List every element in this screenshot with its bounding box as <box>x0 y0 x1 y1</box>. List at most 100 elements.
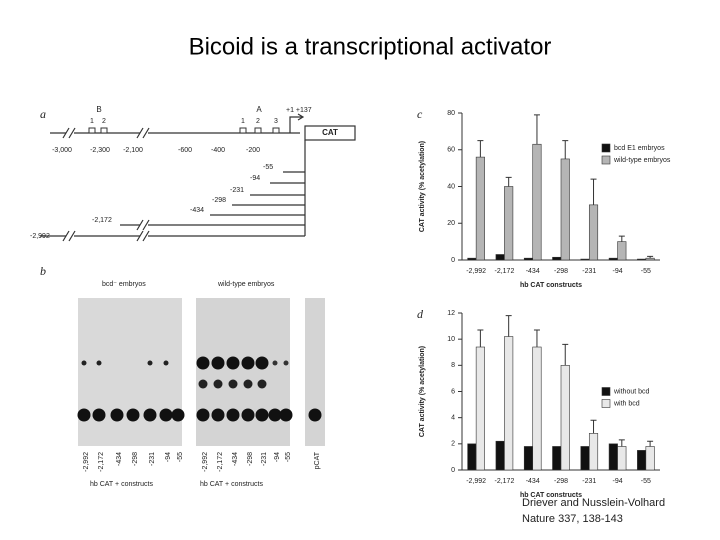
legend-swatch <box>601 155 611 165</box>
y-tick-label: 12 <box>447 310 455 317</box>
gel-spot <box>257 379 267 389</box>
bar <box>645 257 655 261</box>
scale-label: -200 <box>246 147 260 154</box>
gel-spot <box>241 408 255 422</box>
x-tick-label: -2,992 <box>466 478 486 485</box>
y-tick-label: 10 <box>447 336 455 343</box>
bar <box>467 443 477 471</box>
bar <box>532 143 542 261</box>
lane-label: -55 <box>285 452 292 462</box>
lane-label: -94 <box>165 452 172 462</box>
group-label: wild-type embryos <box>217 281 275 288</box>
bar <box>637 450 647 471</box>
x-tick-label: -298 <box>554 268 568 275</box>
gel-spot <box>308 408 322 422</box>
lane-label: -231 <box>149 452 156 466</box>
lane-label: -2,172 <box>98 452 105 472</box>
gel-spot <box>81 360 87 366</box>
bar <box>504 336 514 471</box>
y-tick-label: 80 <box>447 110 455 117</box>
start-arrow <box>289 113 305 133</box>
legend-swatch <box>601 387 611 396</box>
y-tick-label: 40 <box>447 183 455 190</box>
legend-swatch <box>601 399 611 408</box>
error-bar <box>505 176 512 187</box>
error-bar <box>477 140 484 158</box>
error-bar <box>505 315 512 337</box>
reporter-box <box>304 125 356 141</box>
gel-spot <box>226 408 240 422</box>
site-box <box>100 127 108 134</box>
gel-spot <box>279 408 293 422</box>
site-number: 1 <box>241 118 245 125</box>
x-tick-label: -231 <box>582 478 596 485</box>
slide-title: Bicoid is a transcriptional activator <box>189 33 552 60</box>
scale-label: -600 <box>178 147 192 154</box>
gel-spot <box>196 408 210 422</box>
bar <box>588 433 599 471</box>
lane-label: -434 <box>232 452 239 466</box>
y-axis-label: CAT activity (% acetylation) <box>419 346 426 437</box>
bar <box>580 446 590 471</box>
bar <box>560 365 570 471</box>
gel-spot <box>255 356 269 370</box>
scale-label: -400 <box>211 147 225 154</box>
gel-spot <box>241 356 255 370</box>
site-number: 2 <box>102 118 106 125</box>
deletion-label: -231 <box>230 187 244 194</box>
panel-label: d <box>417 307 424 321</box>
gel-spot <box>96 360 102 366</box>
x-axis-label: hb CAT constructs <box>520 282 582 289</box>
gel-spot <box>147 360 153 366</box>
panel-a: a B 1 2 A 1 2 3 +1 +137 CAT <box>40 105 356 236</box>
gel-spot <box>171 408 185 422</box>
deletion-label: -94 <box>250 175 260 182</box>
error-bar <box>590 419 597 434</box>
y-tick-label: 4 <box>451 415 455 422</box>
x-tick-label: -434 <box>526 478 540 485</box>
error-bar <box>618 439 625 447</box>
gel-spot <box>198 379 208 389</box>
x-tick-label: -94 <box>613 268 623 275</box>
lane-label: -2,172 <box>217 452 224 472</box>
scale-label: -2,100 <box>123 147 143 154</box>
error-bar <box>647 255 654 259</box>
panel-b: b bcd⁻ embryos wild-type embryos hb CAT … <box>40 264 325 488</box>
gel-spot <box>92 408 106 422</box>
bar <box>608 443 618 471</box>
gel-spot <box>283 360 289 366</box>
x-tick-label: -231 <box>582 268 596 275</box>
lane-label: -298 <box>247 452 254 466</box>
y-tick-label: 20 <box>447 220 455 227</box>
deletion-label: -298 <box>212 197 226 204</box>
error-bar <box>618 235 625 242</box>
gel-spot <box>159 408 173 422</box>
x-tick-label: -55 <box>641 478 651 485</box>
panel-label: b <box>40 264 46 278</box>
y-axis-label: CAT activity (% acetylation) <box>419 141 426 232</box>
x-tick-label: -298 <box>554 478 568 485</box>
deletion-label: -2,172 <box>92 217 112 224</box>
gel-spot <box>243 379 253 389</box>
error-bar <box>533 114 540 145</box>
lane-label: -55 <box>177 452 184 462</box>
bar <box>475 156 485 261</box>
legend-label: wild-type embryos <box>613 157 671 164</box>
scale-label: -2,300 <box>90 147 110 154</box>
bar <box>560 158 570 261</box>
y-tick-label: 60 <box>447 147 455 154</box>
gel-spot <box>211 356 225 370</box>
legend-label: bcd E1 embryos <box>614 145 665 152</box>
bar <box>588 204 599 261</box>
bar <box>504 186 514 261</box>
error-bar <box>647 440 654 447</box>
lane-label: -2,992 <box>83 452 90 472</box>
gel-spot <box>228 379 238 389</box>
gel <box>305 298 325 446</box>
deletion-label: -434 <box>190 207 204 214</box>
lane-label: -434 <box>116 452 123 466</box>
bar <box>617 241 627 261</box>
site-box <box>239 127 247 134</box>
gel-spot <box>268 408 282 422</box>
